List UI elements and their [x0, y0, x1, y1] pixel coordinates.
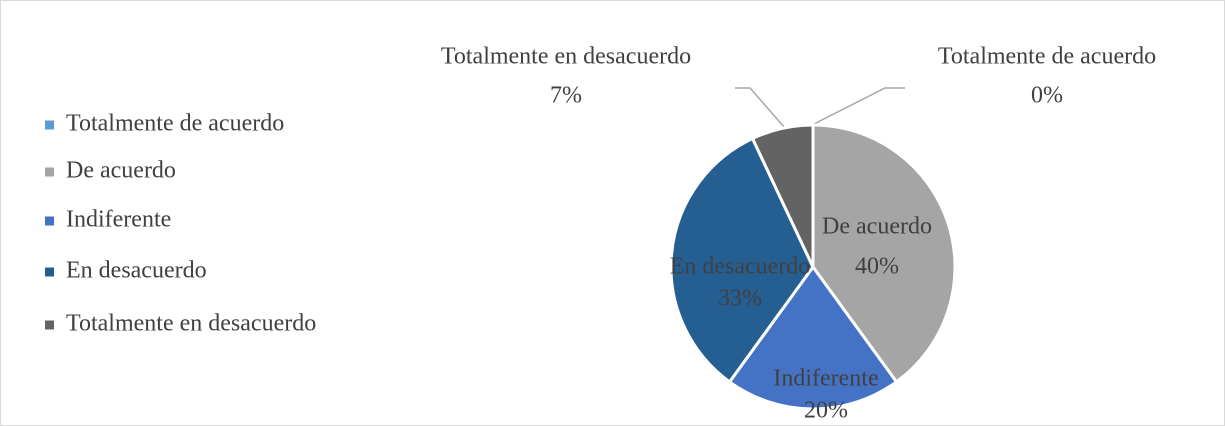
legend-label: Indiferente	[66, 207, 171, 233]
legend-swatch	[45, 267, 54, 277]
legend-label: De acuerdo	[66, 158, 176, 184]
data-label-value: 0%	[1031, 83, 1063, 109]
legend-swatch	[45, 320, 54, 330]
data-label-name: Totalmente de acuerdo	[938, 44, 1156, 70]
data-label-value: 33%	[718, 286, 762, 312]
leader-line	[735, 87, 786, 129]
pie-slice	[750, 123, 815, 268]
data-label-value: 40%	[855, 254, 899, 280]
data-label-value: 7%	[550, 83, 582, 109]
data-label-name: En desacuerdo	[670, 254, 811, 280]
data-label-value: 20%	[804, 398, 848, 424]
legend-label: Totalmente de acuerdo	[66, 111, 284, 137]
legend-swatch	[45, 120, 54, 130]
pie-slice	[811, 123, 957, 384]
data-label-name: Totalmente en desacuerdo	[441, 44, 691, 70]
legend-swatch	[45, 167, 54, 177]
legend-label: Totalmente en desacuerdo	[66, 311, 316, 337]
leader-line	[811, 87, 905, 126]
pie-slice	[727, 264, 899, 411]
pie-slice	[669, 136, 815, 384]
data-label-name: Indiferente	[773, 366, 878, 392]
data-label-name: De acuerdo	[822, 214, 932, 240]
legend-label: En desacuerdo	[66, 258, 207, 284]
legend-swatch	[45, 216, 54, 226]
